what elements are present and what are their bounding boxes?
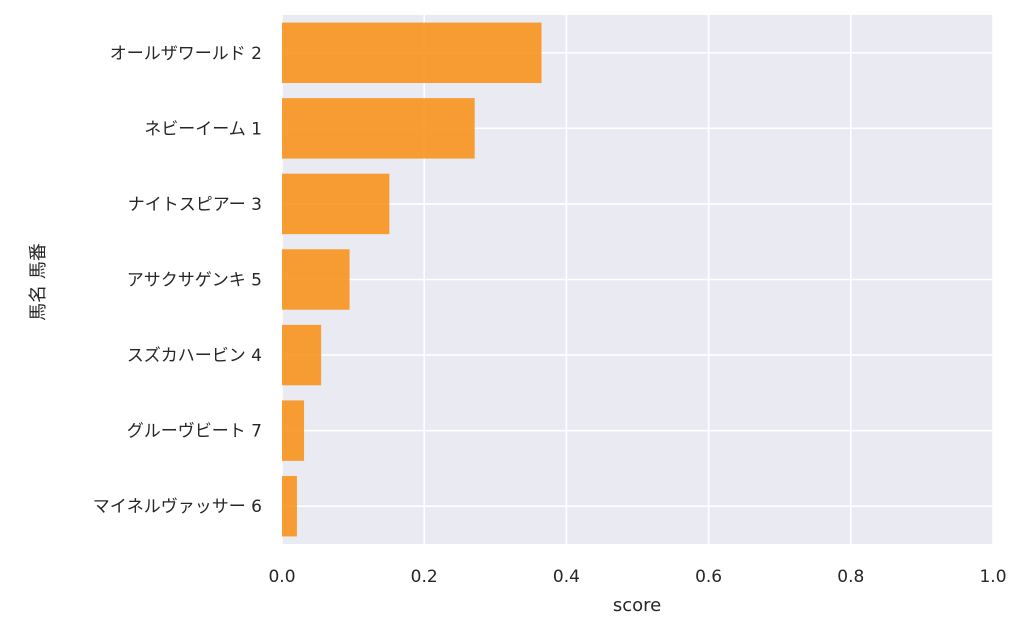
- x-tick-label: 0.2: [411, 567, 438, 587]
- y-tick-label: アサクサゲンキ 5: [127, 271, 262, 291]
- y-tick-label: スズカハービン 4: [127, 346, 262, 366]
- bar: [282, 475, 297, 537]
- y-tick-label: グルーヴビート 7: [127, 422, 262, 442]
- bar: [282, 173, 390, 235]
- bar: [282, 324, 322, 386]
- x-tick-label: 1.0: [979, 567, 1006, 587]
- x-tick-label: 0.0: [268, 567, 295, 587]
- y-tick-label: ナイトスピアー 3: [128, 195, 262, 215]
- y-tick-label: ネビーイーム 1: [144, 119, 262, 139]
- x-tick-label: 0.8: [837, 567, 864, 587]
- bar: [282, 22, 542, 84]
- bar: [282, 249, 350, 310]
- x-tick-label: 0.4: [553, 567, 580, 587]
- x-tick-labels: 0.0 0.2 0.4 0.6 0.8 1.0: [268, 567, 1006, 587]
- bar: [282, 98, 475, 159]
- bar: [282, 400, 305, 461]
- x-tick-label: 0.6: [695, 567, 722, 587]
- x-axis-label: score: [613, 595, 661, 616]
- y-tick-labels: オールザワールド 2 ネビーイーム 1 ナイトスピアー 3 アサクサゲンキ 5 スズカハ…: [93, 44, 262, 517]
- bars: [282, 22, 542, 537]
- y-axis-label: 馬名 馬番: [28, 243, 49, 321]
- y-tick-label: マイネルヴァッサー 6: [93, 497, 262, 517]
- y-tick-label: オールザワールド 2: [110, 44, 262, 64]
